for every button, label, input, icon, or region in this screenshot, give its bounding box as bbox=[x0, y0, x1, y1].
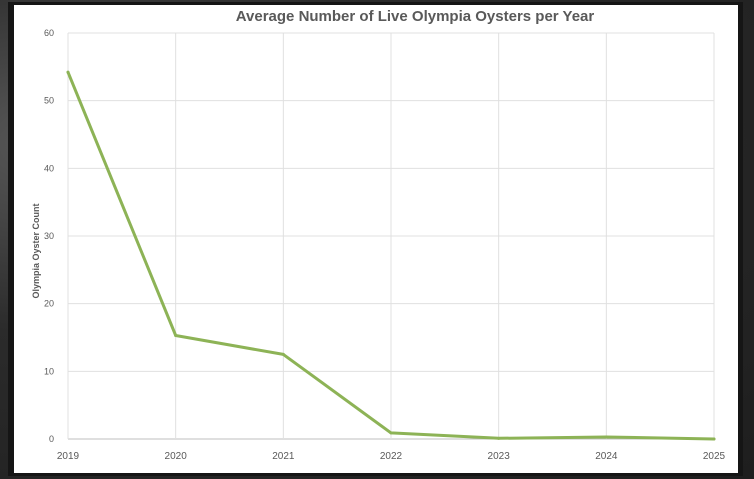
x-tick-labels: 2019 2020 2021 2022 2023 2024 2025 bbox=[57, 451, 726, 462]
gridlines bbox=[67, 32, 715, 440]
data-point bbox=[497, 436, 501, 440]
x-tick-label: 2024 bbox=[595, 451, 618, 462]
x-tick-label: 2019 bbox=[57, 451, 80, 462]
line-chart: Average Number of Live Olympia Oysters p… bbox=[31, 8, 726, 462]
data-point bbox=[174, 333, 178, 337]
y-tick-label: 40 bbox=[44, 163, 54, 173]
y-tick-label: 10 bbox=[44, 366, 54, 376]
y-tick-label: 60 bbox=[44, 28, 54, 38]
y-tick-label: 30 bbox=[44, 231, 54, 241]
x-tick-label: 2023 bbox=[488, 451, 511, 462]
data-point bbox=[604, 435, 608, 439]
chart-panel: Average Number of Live Olympia Oysters p… bbox=[14, 5, 738, 473]
y-tick-label: 20 bbox=[44, 299, 54, 309]
y-tick-labels: 0 10 20 30 40 50 60 bbox=[44, 28, 54, 444]
y-axis-label: Olympia Oyster Count bbox=[31, 203, 41, 298]
x-tick-label: 2025 bbox=[703, 451, 726, 462]
y-tick-label: 0 bbox=[49, 434, 54, 444]
chart-title: Average Number of Live Olympia Oysters p… bbox=[236, 8, 595, 25]
data-point bbox=[66, 70, 70, 74]
x-tick-label: 2021 bbox=[272, 451, 295, 462]
x-tick-label: 2022 bbox=[380, 451, 403, 462]
data-point bbox=[712, 437, 716, 441]
series-group bbox=[66, 70, 716, 441]
y-tick-label: 50 bbox=[44, 96, 54, 106]
data-point bbox=[281, 352, 285, 356]
x-tick-label: 2020 bbox=[165, 451, 188, 462]
data-point bbox=[389, 431, 393, 435]
